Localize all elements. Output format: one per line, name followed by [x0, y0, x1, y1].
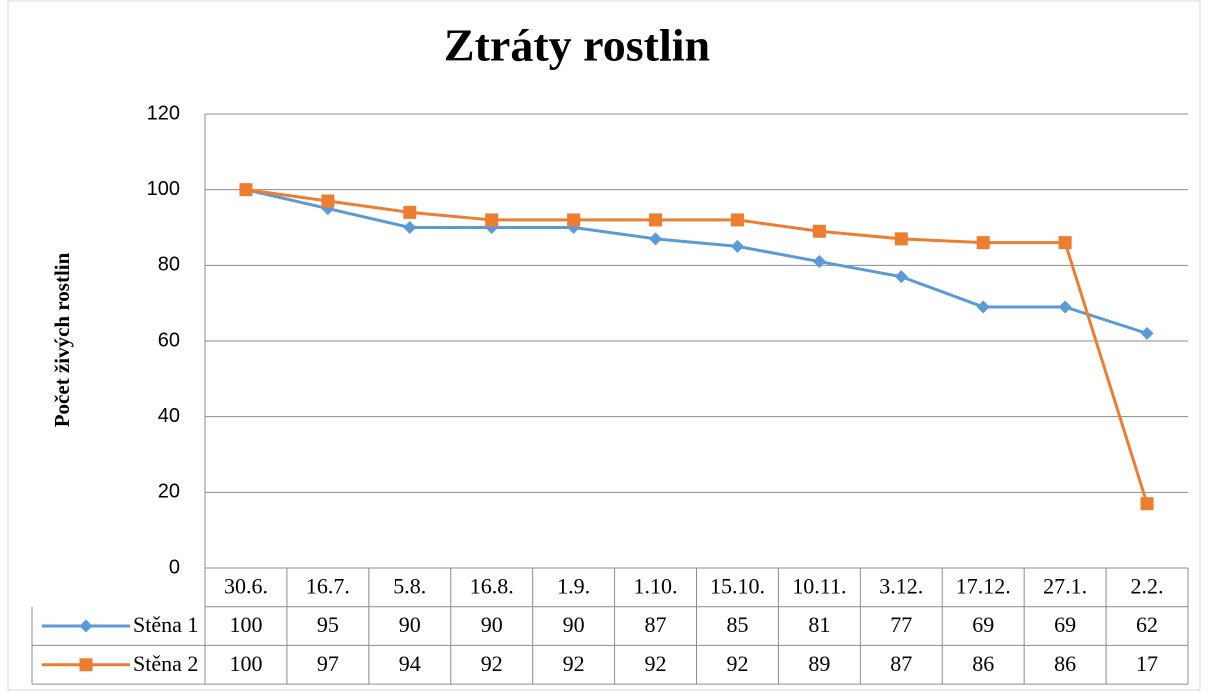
table-value: 90 — [481, 612, 503, 637]
marker — [1058, 236, 1072, 250]
marker — [403, 205, 417, 219]
marker — [649, 232, 663, 246]
marker — [812, 255, 826, 269]
x-tick-label: 10.11. — [792, 573, 846, 598]
marker — [812, 224, 826, 238]
table-value: 85 — [726, 612, 748, 637]
x-tick-label: 17.12. — [956, 573, 1011, 598]
table-value: 92 — [563, 651, 585, 676]
table-value: 81 — [808, 612, 830, 637]
marker — [894, 232, 908, 246]
table-value: 100 — [229, 612, 262, 637]
table-value: 86 — [972, 651, 994, 676]
table-value: 62 — [1136, 612, 1158, 637]
y-tick-label: 0 — [169, 556, 180, 578]
x-tick-label: 27.1. — [1043, 573, 1087, 598]
marker — [894, 270, 908, 284]
chart-title: Ztráty rostlin — [444, 20, 710, 71]
y-tick-label: 80 — [158, 254, 180, 276]
series-line — [245, 188, 1148, 335]
table-value: 95 — [317, 612, 339, 637]
marker — [321, 194, 335, 208]
y-tick-label: 60 — [158, 329, 180, 351]
y-tick-label: 40 — [158, 405, 180, 427]
marker — [1058, 300, 1072, 314]
marker — [1140, 326, 1154, 340]
x-tick-label: 15.10. — [710, 573, 765, 598]
y-tick-label: 120 — [147, 102, 180, 124]
y-tick-label: 100 — [147, 178, 180, 200]
table-value: 97 — [317, 651, 339, 676]
table-value: 90 — [563, 612, 585, 637]
table-value: 69 — [972, 612, 994, 637]
y-axis-label: Počet živých rostlin — [50, 252, 74, 427]
marker — [403, 221, 417, 234]
x-tick-label: 1.9. — [557, 573, 590, 598]
table-value: 87 — [890, 651, 912, 676]
x-tick-label: 2.2. — [1131, 573, 1164, 598]
marker — [485, 213, 499, 227]
table-value: 94 — [399, 651, 421, 676]
x-tick-label: 16.7. — [306, 573, 350, 598]
x-tick-label: 3.12. — [879, 573, 923, 598]
table-value: 17 — [1136, 651, 1158, 676]
x-tick-label: 1.10. — [634, 573, 678, 598]
marker — [730, 239, 744, 253]
x-tick-label: 30.6. — [224, 573, 268, 598]
x-tick-label: 5.8. — [393, 573, 426, 598]
table-value: 90 — [399, 612, 421, 637]
marker — [79, 619, 93, 633]
table-value: 86 — [1054, 651, 1076, 676]
y-tick-label: 20 — [158, 481, 180, 503]
table-value: 92 — [645, 651, 667, 676]
marker — [976, 300, 990, 314]
series-line — [245, 188, 1149, 505]
table-value: 92 — [726, 651, 748, 676]
table-value: 69 — [1054, 612, 1076, 637]
legend-label: Stěna 1 — [133, 612, 198, 637]
table-value: 87 — [645, 612, 667, 637]
marker — [649, 213, 663, 227]
legend-label: Stěna 2 — [133, 651, 198, 676]
table-value: 92 — [481, 651, 503, 676]
marker — [567, 213, 581, 227]
marker — [976, 236, 990, 250]
table-value: 100 — [229, 651, 262, 676]
marker — [79, 658, 93, 672]
x-tick-label: 16.8. — [470, 573, 514, 598]
table-value: 89 — [808, 651, 830, 676]
table-value: 77 — [890, 612, 912, 637]
marker — [730, 213, 744, 227]
marker — [239, 183, 253, 197]
chart-border — [7, 0, 1201, 691]
marker — [1140, 497, 1154, 511]
